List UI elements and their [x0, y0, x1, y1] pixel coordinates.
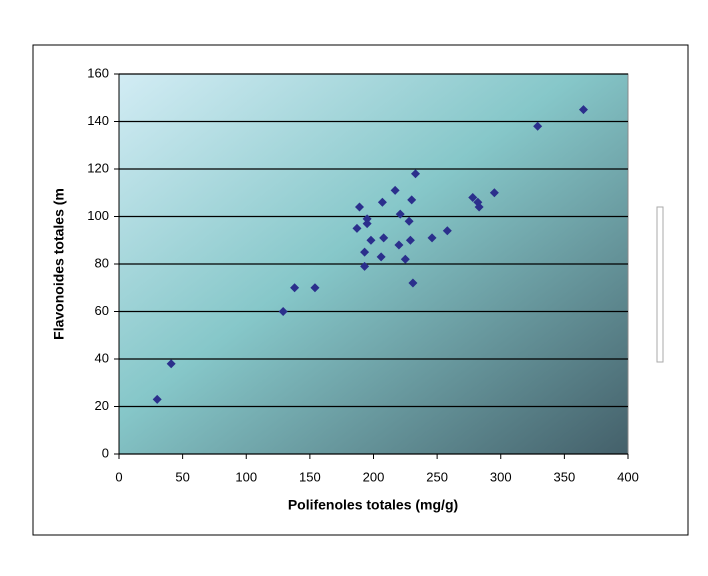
x-axis-title: Polifenoles totales (mg/g) [288, 497, 458, 513]
x-tick-label: 200 [363, 469, 385, 484]
y-tick-label: 160 [87, 65, 109, 80]
x-tick-label: 250 [426, 469, 448, 484]
y-tick-label: 20 [95, 398, 109, 413]
y-tick-label: 120 [87, 160, 109, 175]
point [468, 193, 478, 202]
point [395, 209, 405, 219]
point [489, 188, 499, 198]
y-tick-label: 80 [95, 255, 109, 270]
point [290, 283, 300, 293]
y-tick-label: 40 [95, 350, 109, 365]
point [379, 233, 389, 243]
point [408, 278, 418, 288]
point [362, 219, 372, 229]
x-tick-label: 150 [299, 469, 321, 484]
point [310, 283, 320, 293]
point [377, 197, 387, 207]
point [152, 394, 162, 404]
point [578, 105, 588, 115]
point [360, 261, 370, 271]
point [362, 214, 372, 224]
point [360, 247, 370, 257]
point [474, 202, 484, 212]
point [278, 307, 288, 316]
point [427, 233, 437, 243]
y-tick-label: 0 [102, 445, 109, 460]
point [533, 121, 543, 131]
x-tick-label: 400 [617, 469, 639, 484]
point [376, 252, 386, 262]
x-tick-label: 100 [235, 469, 257, 484]
point [366, 235, 376, 245]
point [410, 169, 420, 179]
x-tick-label: 350 [554, 469, 576, 484]
point [394, 240, 404, 250]
point [352, 223, 362, 233]
y-tick-label: 100 [87, 208, 109, 223]
point [404, 216, 414, 226]
y-axis-title: Flavonoides totales (m [51, 188, 67, 340]
point [407, 195, 417, 205]
point [390, 185, 400, 195]
x-tick-label: 0 [115, 469, 122, 484]
y-tick-label: 60 [95, 303, 109, 318]
point [355, 202, 365, 212]
point [442, 226, 452, 236]
y-tick-label: 140 [87, 113, 109, 128]
legend-box [656, 206, 664, 363]
x-tick-label: 300 [490, 469, 512, 484]
point [166, 359, 176, 369]
point [405, 235, 415, 245]
x-tick-label: 50 [175, 469, 189, 484]
point [400, 254, 410, 264]
